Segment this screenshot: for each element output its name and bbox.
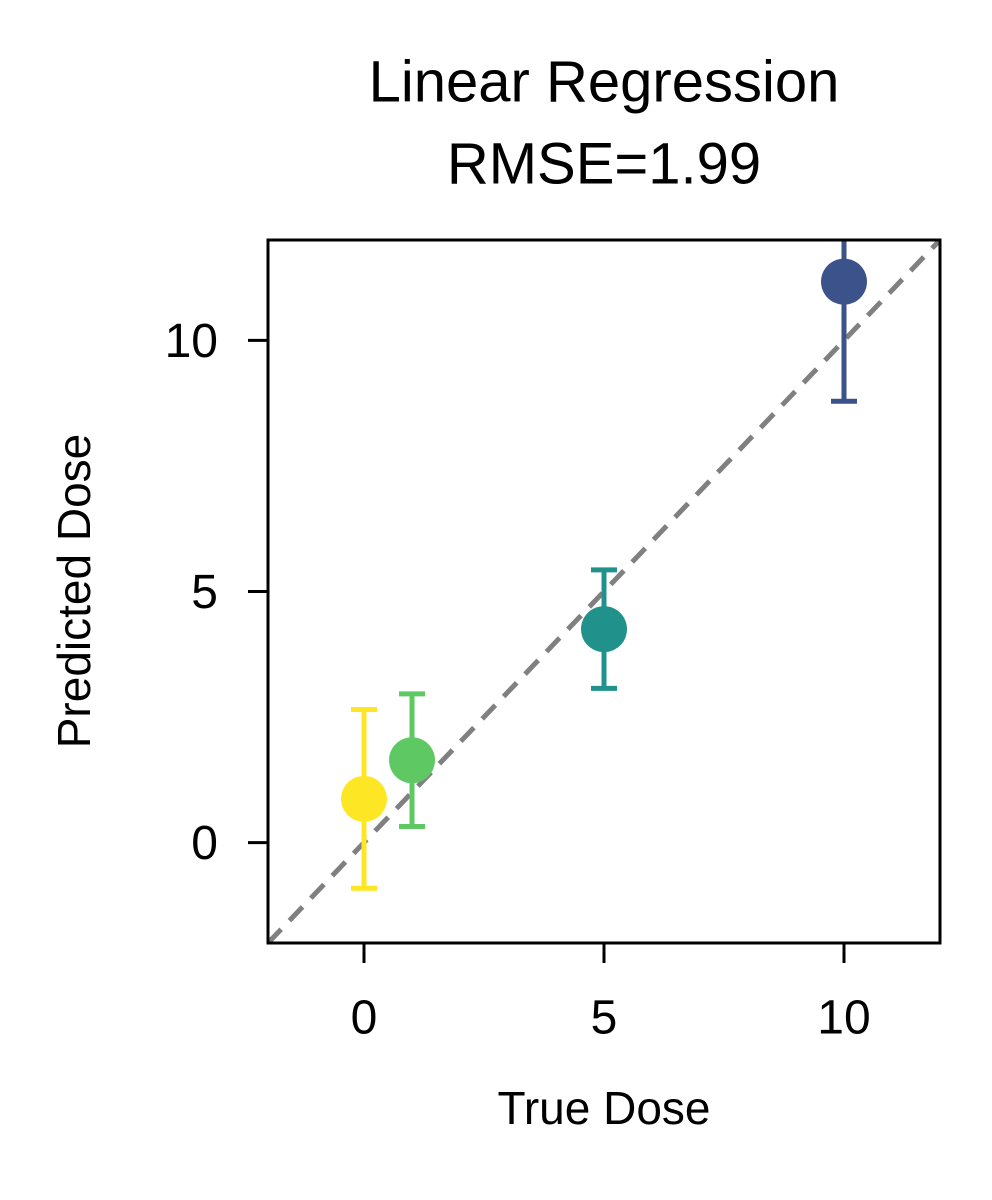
point [389, 737, 435, 784]
chart-title: Linear Regression [369, 49, 840, 114]
x-axis-label: True Dose [497, 1082, 710, 1134]
chart-subtitle: RMSE=1.99 [447, 131, 761, 196]
identity-line [268, 240, 940, 943]
point [581, 606, 627, 653]
x-tick-label: 5 [591, 992, 618, 1045]
y-tick-label: 0 [191, 817, 218, 870]
x-tick-label: 10 [817, 992, 870, 1045]
y-axis-label: Predicted Dose [48, 434, 100, 749]
plot-area [268, 240, 940, 943]
x-tick-label: 0 [351, 992, 378, 1045]
y-tick-label: 10 [165, 315, 218, 368]
y-tick-label: 5 [191, 566, 218, 619]
point [821, 258, 867, 305]
point [341, 775, 387, 822]
